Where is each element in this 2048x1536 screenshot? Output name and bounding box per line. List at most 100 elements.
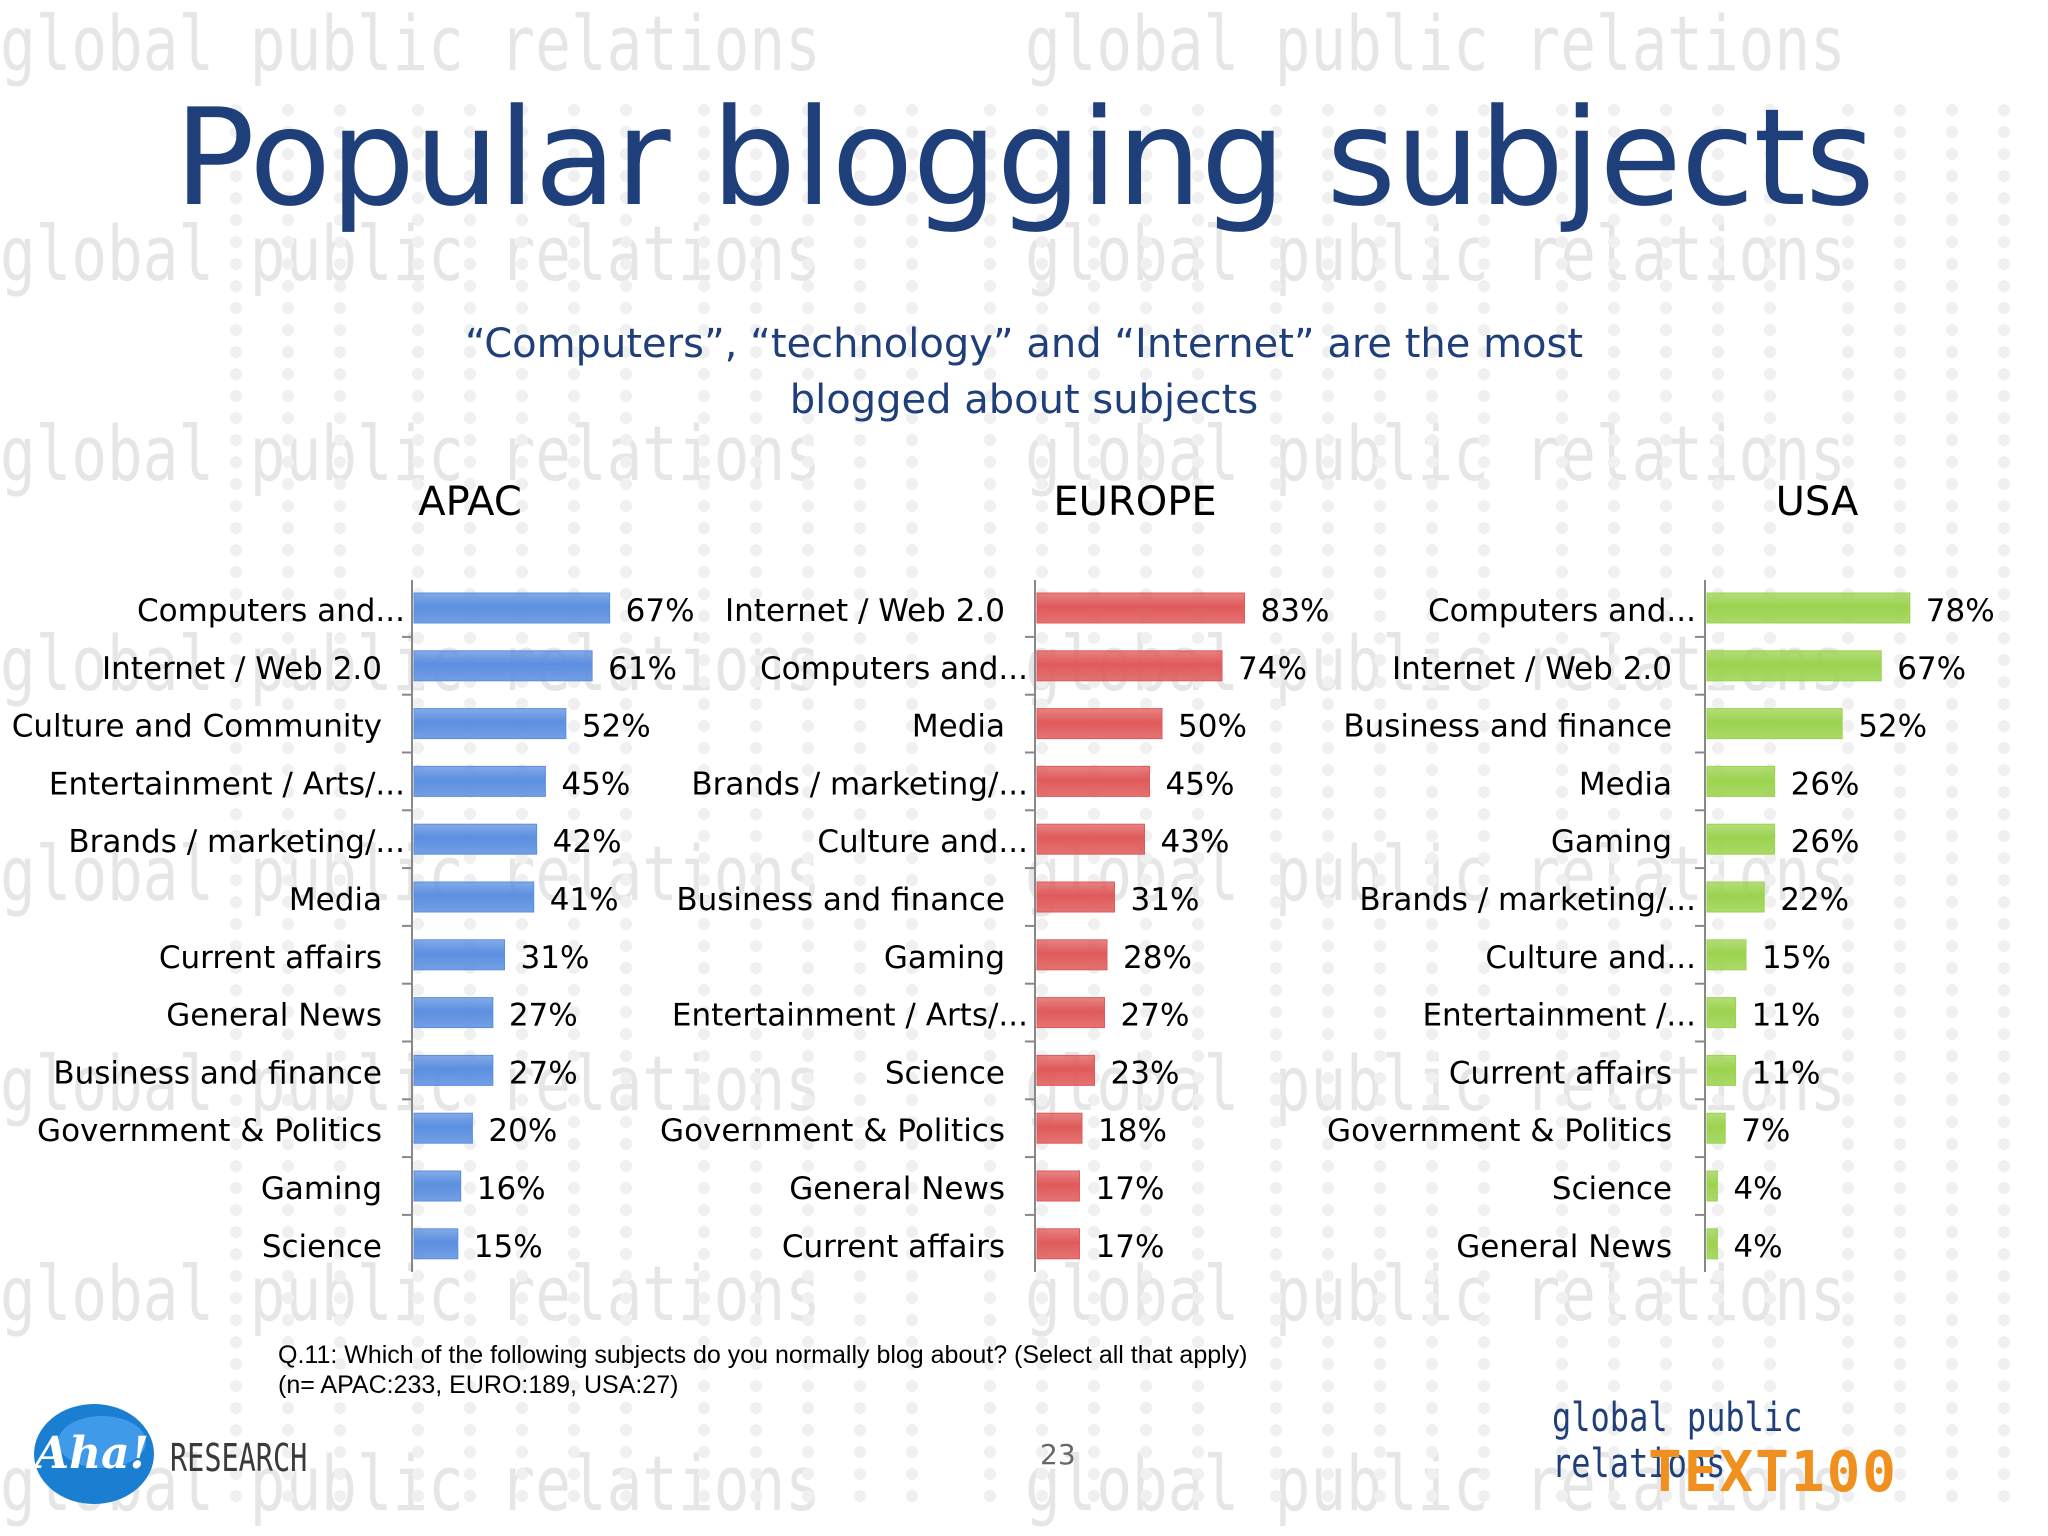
watermark-dot	[1140, 280, 1152, 292]
watermark-dot	[1036, 984, 1048, 996]
text100-logo: TEXT100	[1648, 1440, 1899, 1505]
watermark-dot	[1946, 456, 1958, 468]
data-label: 74%	[1238, 651, 1307, 687]
data-label: 50%	[1178, 709, 1247, 745]
watermark-dot	[984, 236, 996, 248]
watermark-dot	[516, 1072, 528, 1084]
watermark-dot	[1270, 1336, 1282, 1348]
watermark-dot	[984, 324, 996, 336]
watermark-dot	[984, 720, 996, 732]
watermark-dot	[1660, 1094, 1672, 1106]
watermark-dot	[334, 258, 346, 270]
watermark-dot	[1556, 1270, 1568, 1282]
watermark-dot	[1894, 1314, 1906, 1326]
watermark-dot	[1842, 1270, 1854, 1282]
watermark-dot	[802, 1292, 814, 1304]
watermark-dot	[1660, 1424, 1672, 1436]
watermark-dot	[464, 258, 476, 270]
watermark-dot	[1426, 148, 1438, 160]
watermark-dot	[334, 764, 346, 776]
watermark-dot	[1426, 720, 1438, 732]
watermark-dot	[1374, 808, 1386, 820]
watermark-dot	[1270, 786, 1282, 798]
watermark-dot	[1140, 1182, 1152, 1194]
watermark-dot	[1374, 786, 1386, 798]
watermark-dot	[1712, 918, 1724, 930]
watermark-dot	[1946, 390, 1958, 402]
watermark-dot	[1140, 104, 1152, 116]
watermark-dot	[1322, 588, 1334, 600]
watermark-dot	[750, 302, 762, 314]
watermark-dot	[1608, 874, 1620, 886]
watermark-dot	[1660, 1490, 1672, 1502]
watermark-dot	[802, 632, 814, 644]
watermark-dot	[750, 324, 762, 336]
data-label: 4%	[1733, 1229, 1782, 1265]
watermark-dot	[516, 522, 528, 534]
watermark-dot	[984, 1490, 996, 1502]
watermark-dot	[1712, 192, 1724, 204]
watermark-dot	[1374, 764, 1386, 776]
watermark-dot	[1426, 1468, 1438, 1480]
watermark-dot	[620, 192, 632, 204]
watermark-dot	[1374, 192, 1386, 204]
watermark-dot	[1998, 214, 2010, 226]
watermark-dot	[698, 566, 710, 578]
watermark-dot	[1764, 324, 1776, 336]
watermark-dot	[1608, 808, 1620, 820]
watermark-dot	[230, 500, 242, 512]
watermark-text: global public relations	[0, 1251, 821, 1339]
category-label: Internet / Web 2.0	[1392, 651, 1672, 687]
watermark-dot	[568, 918, 580, 930]
watermark-dot	[750, 214, 762, 226]
watermark-dot	[620, 1006, 632, 1018]
watermark-dot	[282, 390, 294, 402]
watermark-dot	[906, 720, 918, 732]
watermark-dot	[906, 874, 918, 886]
watermark-dot	[516, 324, 528, 336]
watermark-dot	[1556, 830, 1568, 842]
watermark-dot	[230, 1314, 242, 1326]
watermark-dot	[1426, 786, 1438, 798]
watermark-dot	[1478, 1006, 1490, 1018]
watermark-dot	[1946, 236, 1958, 248]
watermark-dot	[1192, 1468, 1204, 1480]
watermark-dot	[906, 1226, 918, 1238]
watermark-dot	[1478, 808, 1490, 820]
watermark-dot	[1946, 478, 1958, 490]
data-label: 22%	[1780, 882, 1849, 918]
watermark-dot	[620, 588, 632, 600]
watermark-dot	[984, 434, 996, 446]
watermark-dot	[334, 1358, 346, 1370]
watermark-dot	[516, 1248, 528, 1260]
watermark-dot	[1764, 390, 1776, 402]
bar	[413, 1170, 462, 1202]
watermark-dot	[1270, 764, 1282, 776]
watermark-dot	[568, 874, 580, 886]
watermark-dot	[1556, 1292, 1568, 1304]
watermark-dot	[464, 522, 476, 534]
watermark-dot	[620, 390, 632, 402]
category-label: Science	[1552, 1171, 1672, 1207]
watermark-dot	[1140, 324, 1152, 336]
watermark-dot	[1660, 830, 1672, 842]
watermark-dot	[1946, 984, 1958, 996]
watermark-dot	[620, 1270, 632, 1282]
watermark-dot	[1946, 1402, 1958, 1414]
watermark-dot	[620, 544, 632, 556]
watermark-dot	[1608, 214, 1620, 226]
watermark-dot	[1140, 258, 1152, 270]
watermark-dot	[1192, 1336, 1204, 1348]
data-label: 26%	[1791, 824, 1860, 860]
watermark-dot	[1660, 962, 1672, 974]
watermark-dot	[802, 1468, 814, 1480]
watermark-dot	[1270, 874, 1282, 886]
watermark-dot	[1036, 1028, 1048, 1040]
watermark-dot	[1192, 412, 1204, 424]
watermark-dot	[1764, 368, 1776, 380]
watermark-dot	[1322, 1446, 1334, 1458]
bar	[1036, 1170, 1080, 1202]
watermark-dot	[1374, 478, 1386, 490]
watermark-dot	[1478, 170, 1490, 182]
watermark-dot	[698, 720, 710, 732]
